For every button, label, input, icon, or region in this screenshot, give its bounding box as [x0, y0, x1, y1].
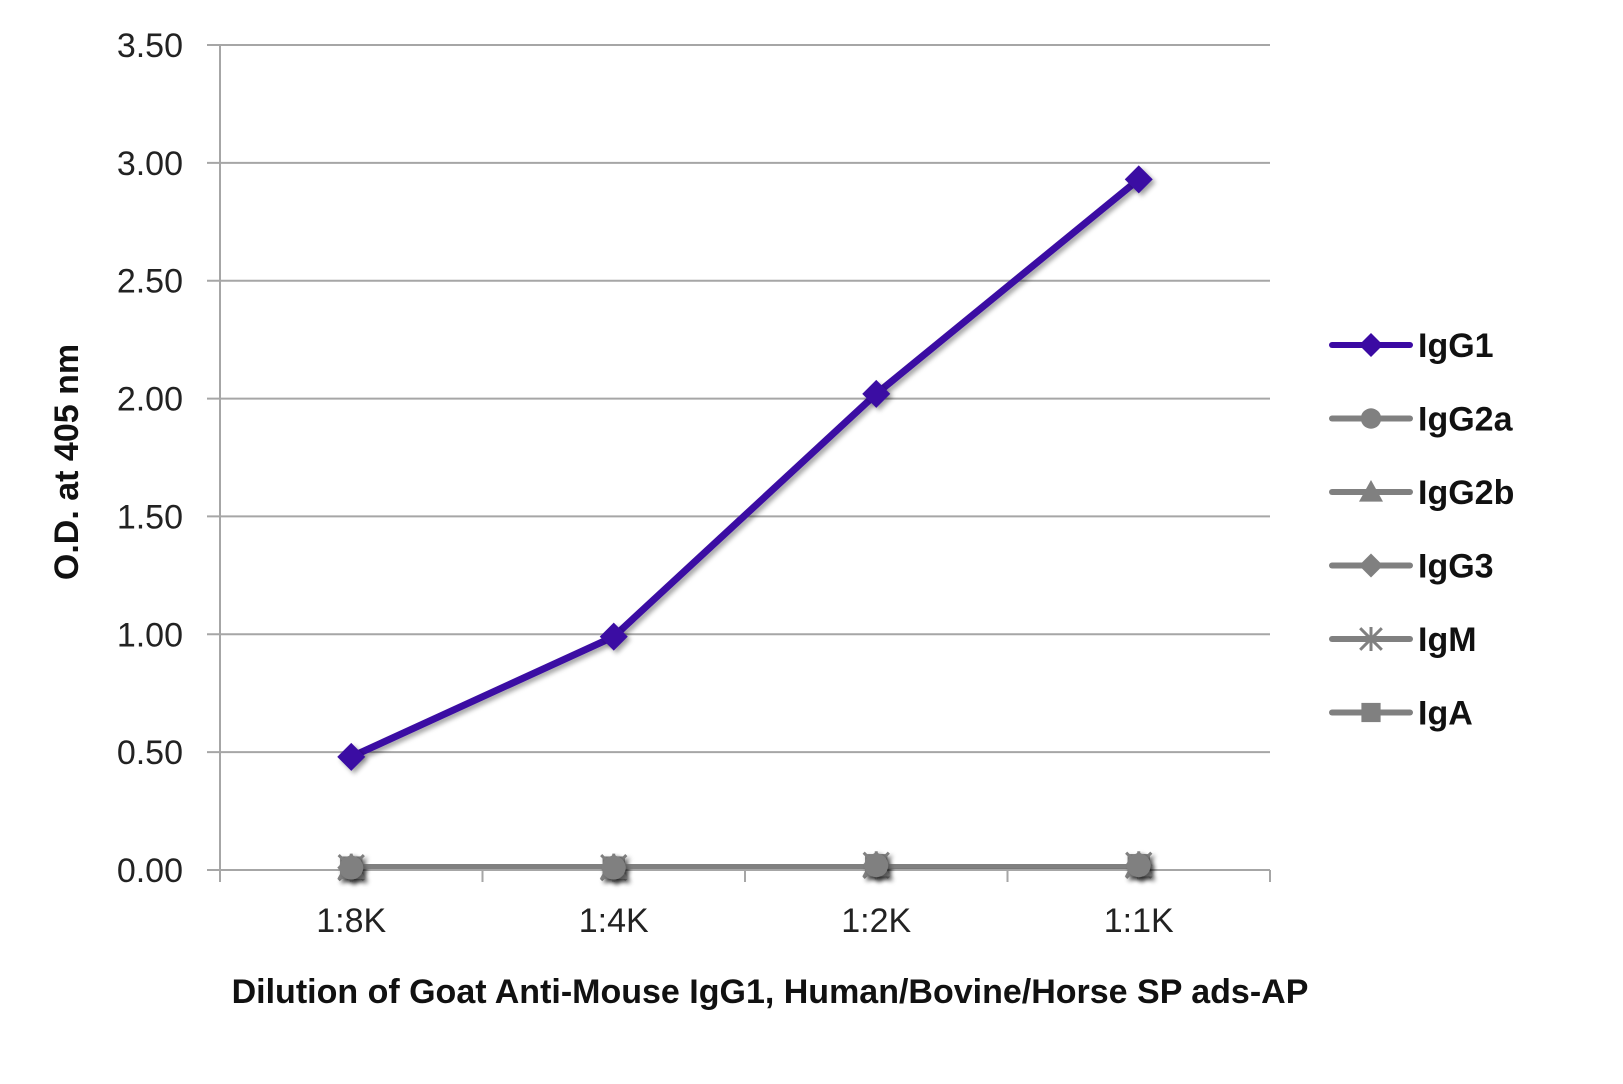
- series-line: [347, 175, 1143, 761]
- y-tick-label: 1.00: [117, 616, 183, 654]
- y-tick-label: 3.00: [117, 145, 183, 183]
- legend-item-igg1[interactable]: IgG1: [1329, 327, 1494, 365]
- x-tick-label: 1:2K: [841, 902, 911, 940]
- legend-item-igg2b[interactable]: IgG2b: [1329, 474, 1514, 512]
- legend-item-igg2a[interactable]: IgG2a: [1329, 401, 1514, 439]
- axes: 0.00 0.50 1.00 1.50 2.00 2.50 3.00 3.50 1:8K 1:4K…: [117, 27, 1271, 940]
- x-axis-title: Dilution of Goat Anti-Mouse IgG1, Human/…: [232, 973, 1309, 1011]
- legend-item-igg3[interactable]: IgG3: [1329, 548, 1494, 586]
- legend-label: IgA: [1418, 695, 1473, 733]
- data-point: [864, 853, 889, 878]
- data-point: [599, 622, 628, 651]
- legend-marker: [1359, 480, 1383, 502]
- x-tick-label: 1:8K: [316, 902, 386, 940]
- legend-marker: [1359, 333, 1383, 357]
- data-point: [1126, 853, 1151, 878]
- data-point: [601, 855, 626, 880]
- legend-marker: [1359, 627, 1383, 651]
- legend-label: IgM: [1418, 621, 1477, 659]
- gridlines: [207, 44, 1270, 871]
- x-tick-label: 1:4K: [579, 902, 649, 940]
- y-tick-label: 2.50: [117, 263, 183, 301]
- legend-marker: [1359, 553, 1383, 578]
- y-tick-label: 0.50: [117, 734, 183, 772]
- y-tick-label: 0.00: [117, 852, 183, 890]
- legend-item-iga[interactable]: IgA: [1329, 695, 1473, 733]
- series-igg1: [337, 165, 1153, 771]
- series-igg2a: [339, 853, 1151, 880]
- series-group: [337, 165, 1153, 882]
- legend-label: IgG2b: [1418, 474, 1514, 512]
- legend[interactable]: IgG1 IgG2a IgG2b IgG3 IgM IgA: [1329, 327, 1514, 733]
- legend-label: IgG3: [1418, 548, 1494, 586]
- data-point: [337, 742, 366, 771]
- legend-marker: [1360, 408, 1382, 429]
- data-point: [339, 855, 364, 880]
- legend-label: IgG1: [1418, 327, 1494, 365]
- y-tick-label: 3.50: [117, 27, 183, 65]
- y-tick-label: 1.50: [117, 498, 183, 536]
- data-point: [1124, 165, 1153, 194]
- legend-item-igm[interactable]: IgM: [1329, 621, 1477, 659]
- x-tick-label: 1:1K: [1104, 902, 1174, 940]
- y-tick-label: 2.00: [117, 381, 183, 419]
- y-axis-title: O.D. at 405 nm: [48, 344, 86, 580]
- legend-label: IgG2a: [1418, 401, 1514, 439]
- legend-marker: [1361, 702, 1381, 723]
- data-point: [862, 379, 891, 408]
- series-line: [347, 861, 1143, 872]
